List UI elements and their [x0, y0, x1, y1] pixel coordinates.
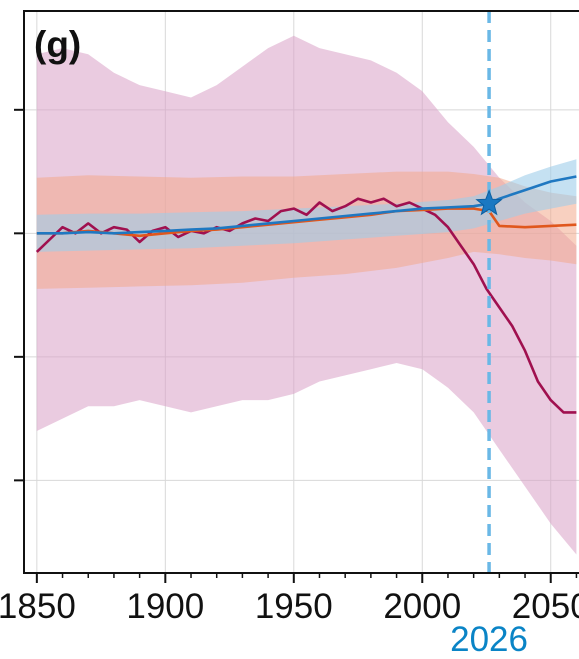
axes-frame	[23, 10, 579, 574]
x-tick-label: 2000	[383, 587, 461, 626]
panel-label: (g)	[34, 24, 81, 65]
vertical-marker-label: 2026	[450, 620, 528, 659]
markers	[475, 11, 503, 573]
axes: 1850 1900 1950 2000 20502026	[0, 10, 579, 659]
x-tick-label: 1900	[126, 587, 204, 626]
x-tick-label: 1950	[255, 587, 333, 626]
band-2	[36, 159, 577, 252]
star-marker	[475, 189, 503, 216]
x-tick-label: 1850	[0, 587, 76, 626]
series-line-0	[35, 197, 577, 414]
uncertainty-bands	[36, 35, 577, 555]
band-0	[36, 35, 577, 555]
x-tick-label: 2050	[512, 587, 579, 626]
